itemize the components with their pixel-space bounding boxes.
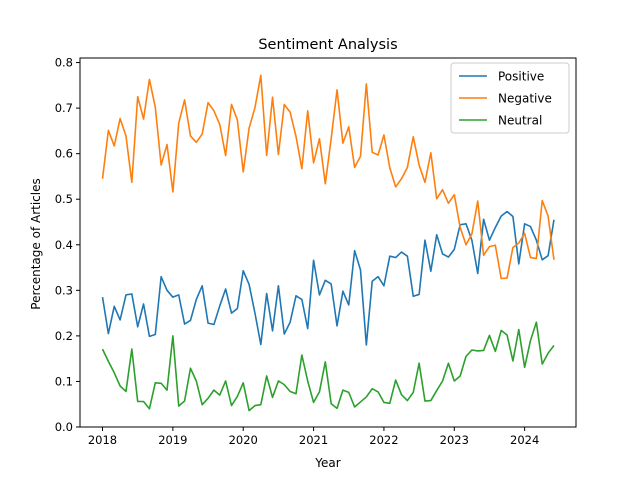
y-tick-label: 0.5 [55, 192, 73, 206]
y-tick-label: 0.2 [55, 329, 73, 343]
x-tick-label: 2018 [88, 433, 117, 447]
series-line-neutral [101, 321, 555, 412]
series-line-negative [101, 74, 555, 280]
legend-label-positive: Positive [498, 70, 544, 84]
y-tick-label: 0.3 [55, 283, 73, 297]
x-axis-ticks: 2018 2019 2020 2021 2022 2023 2024 [88, 427, 539, 447]
legend-label-negative: Negative [498, 92, 552, 106]
chart-title: Sentiment Analysis [258, 37, 397, 53]
x-tick-label: 2021 [299, 433, 328, 447]
y-tick-label: 0.8 [55, 56, 73, 70]
legend-box [450, 62, 570, 134]
x-axis-label: Year [314, 456, 340, 470]
y-tick-label: 0.7 [55, 101, 73, 115]
x-tick-label: 2023 [440, 433, 469, 447]
y-tick-label: 0.1 [55, 374, 73, 388]
series-line-positive [101, 210, 555, 346]
legend: Positive Negative Neutral [450, 62, 570, 134]
x-tick-label: 2024 [510, 433, 539, 447]
axes-frame [79, 57, 577, 428]
y-tick-label: 0.4 [55, 238, 73, 252]
y-axis-ticks: 0.0 0.1 0.2 0.3 0.4 0.5 0.6 0.7 0.8 [55, 56, 80, 434]
series-layer [101, 74, 555, 412]
y-tick-label: 0.6 [55, 147, 73, 161]
legend-label-neutral: Neutral [498, 114, 542, 128]
y-axis-label: Percentage of Articles [29, 178, 43, 309]
x-tick-label: 2019 [158, 433, 187, 447]
y-tick-label: 0.0 [55, 420, 73, 434]
x-tick-label: 2022 [369, 433, 398, 447]
x-tick-label: 2020 [229, 433, 258, 447]
